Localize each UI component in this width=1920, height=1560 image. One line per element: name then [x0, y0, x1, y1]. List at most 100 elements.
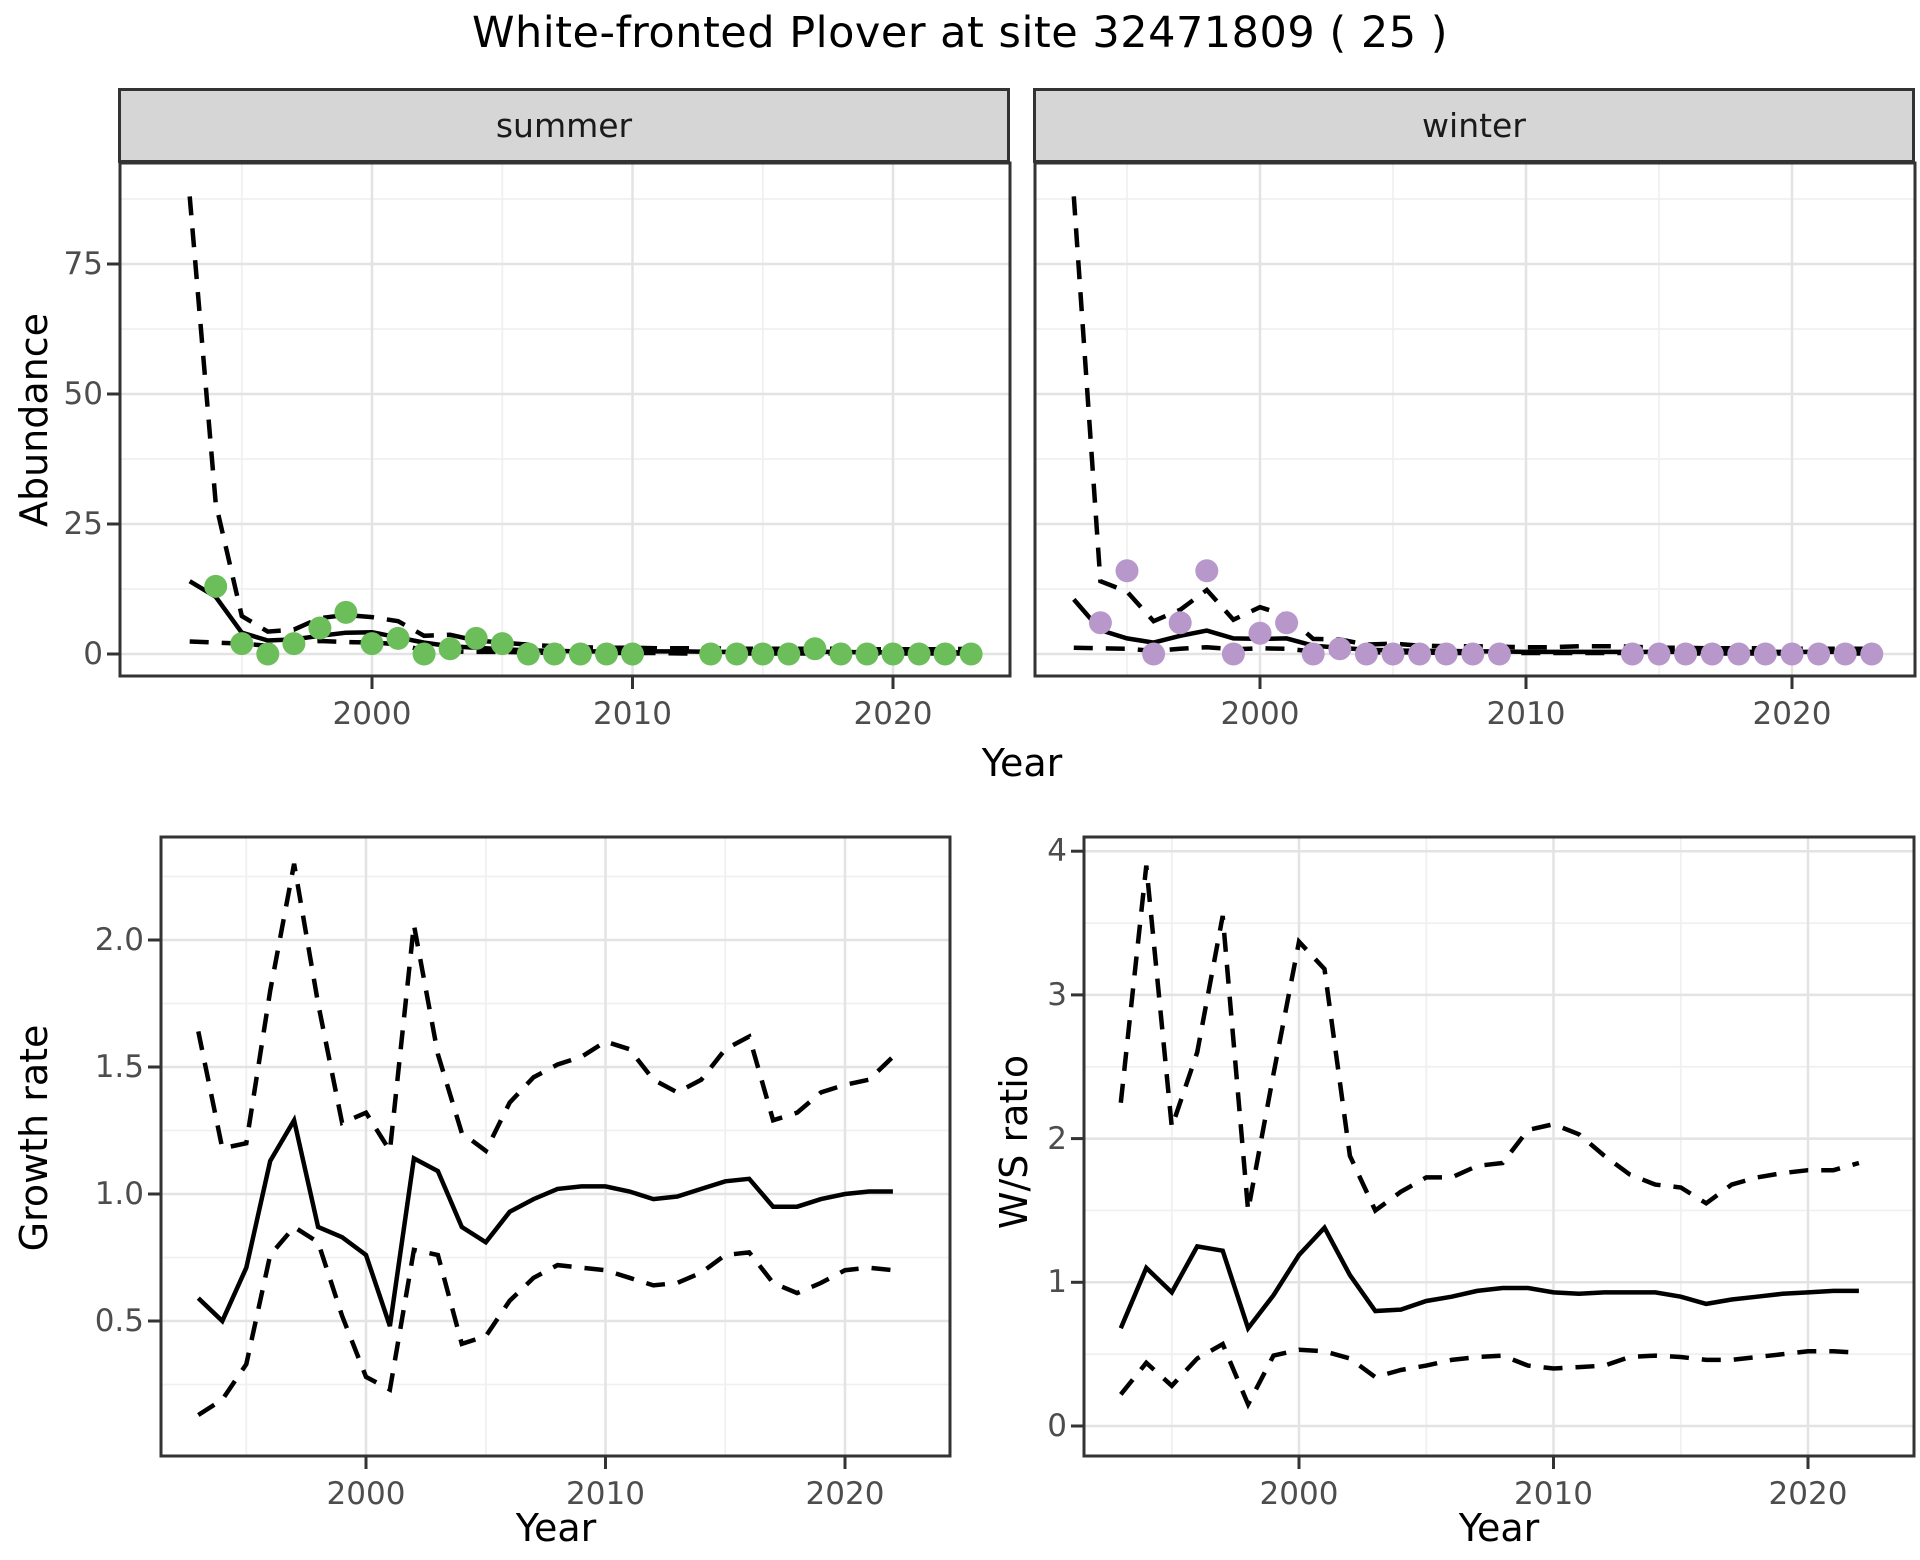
abundance-winter-observed-point — [1088, 611, 1112, 635]
abundance-winter-observed-point — [1461, 642, 1485, 666]
abundance-winter-observed-point — [1647, 642, 1671, 666]
abundance-winter-x-tick-label: 2000 — [1220, 696, 1300, 732]
abundance-summer-y-tick-label: 50 — [63, 376, 103, 412]
abundance-summer-observed-point — [621, 642, 644, 666]
abundance-summer-observed-point — [777, 642, 801, 666]
abundance-summer-observed-point — [490, 632, 514, 656]
panel-growth-rate — [148, 835, 952, 1469]
x-axis-title-year-ws: Year — [1458, 1506, 1540, 1550]
panel-abundance-summer — [107, 161, 1012, 689]
ws-ratio-y-tick-label: 2 — [1047, 1120, 1067, 1157]
y-axis-title-abundance: Abundance — [12, 312, 56, 528]
abundance-summer-observed-point — [855, 642, 879, 666]
abundance-summer-observed-point — [595, 642, 618, 666]
abundance-winter-observed-point — [1674, 642, 1698, 666]
y-axis-title-ws-ratio: W/S ratio — [992, 1054, 1036, 1230]
abundance-winter-observed-point — [1354, 642, 1378, 666]
abundance-summer-observed-point — [386, 626, 410, 650]
abundance-winter-observed-point — [1115, 559, 1139, 583]
x-axis-title-year-top: Year — [981, 741, 1063, 785]
ws-ratio-y-tick-label: 3 — [1047, 976, 1067, 1013]
abundance-summer-observed-point — [334, 600, 358, 624]
facet-label-winter: winter — [1422, 106, 1526, 145]
abundance-summer-observed-point — [542, 642, 566, 666]
abundance-winter-observed-point — [1301, 642, 1325, 666]
facet-label-summer: summer — [495, 106, 633, 145]
abundance-summer-observed-point — [568, 642, 592, 666]
abundance-winter-observed-point — [1487, 642, 1511, 666]
abundance-summer-observed-point — [308, 616, 332, 640]
y-axis-title-growth-rate: Growth rate — [12, 1024, 56, 1252]
abundance-winter-observed-point — [1248, 621, 1272, 645]
growth-rate-x-tick-label: 2000 — [326, 1476, 406, 1512]
abundance-winter-observed-point — [1753, 642, 1777, 666]
facet-strip-summer: summer — [118, 88, 1010, 163]
growth-rate-y-tick-label: 2.0 — [94, 922, 144, 958]
abundance-summer-observed-point — [438, 637, 462, 661]
growth-rate-x-tick-label: 2010 — [566, 1476, 645, 1512]
facet-strip-winter: winter — [1033, 88, 1915, 163]
abundance-summer-observed-point — [516, 642, 540, 666]
abundance-winter-observed-point — [1727, 642, 1751, 666]
abundance-winter-observed-point — [1142, 642, 1166, 666]
ws-ratio-x-tick-label: 2000 — [1259, 1476, 1339, 1512]
panel-abundance-winter — [1033, 161, 1917, 689]
abundance-winter-observed-point — [1408, 642, 1432, 666]
ws-ratio-y-tick-label: 1 — [1047, 1264, 1067, 1301]
growth-rate-panel-border — [159, 835, 952, 1458]
abundance-summer-observed-point — [464, 626, 488, 650]
abundance-summer-observed-point — [360, 632, 384, 656]
abundance-winter-observed-point — [1833, 642, 1857, 666]
abundance-summer-observed-point — [282, 632, 306, 656]
ws-ratio-panel-border — [1082, 835, 1916, 1458]
ws-ratio-x-tick-label: 2020 — [1768, 1476, 1848, 1512]
x-axis-title-year-growth: Year — [515, 1506, 597, 1550]
abundance-winter-observed-point — [1780, 642, 1804, 666]
abundance-summer-observed-point — [829, 642, 853, 666]
abundance-winter-panel-border — [1033, 161, 1917, 678]
panel-ws-ratio — [1071, 835, 1916, 1469]
abundance-summer-observed-point — [933, 642, 957, 666]
abundance-summer-observed-point — [725, 642, 749, 666]
abundance-summer-y-tick-label: 25 — [63, 506, 103, 542]
abundance-summer-observed-point — [256, 642, 280, 666]
abundance-summer-x-tick-label: 2020 — [853, 696, 933, 732]
ws-ratio-fitted-line — [1118, 1223, 1859, 1334]
abundance-winter-observed-point — [1275, 611, 1299, 635]
abundance-winter-observed-point — [1434, 642, 1458, 666]
abundance-summer-panel-border — [118, 161, 1012, 678]
ws-ratio-y-tick-label: 4 — [1047, 833, 1067, 870]
abundance-summer-observed-point — [881, 642, 905, 666]
abundance-summer-observed-point — [803, 637, 827, 661]
abundance-winter-x-tick-label: 2020 — [1752, 696, 1832, 732]
abundance-winter-observed-point — [1620, 642, 1644, 666]
abundance-winter-observed-point — [1807, 642, 1831, 666]
abundance-winter-observed-point — [1195, 559, 1219, 583]
ws-ratio-lower-ci-line — [1119, 1340, 1860, 1410]
abundance-winter-observed-point — [1328, 637, 1352, 661]
abundance-summer-x-tick-label: 2000 — [332, 696, 412, 732]
abundance-summer-observed-point — [907, 642, 931, 666]
growth-rate-y-tick-label: 0.5 — [94, 1303, 144, 1339]
abundance-winter-x-tick-label: 2010 — [1486, 696, 1566, 732]
abundance-summer-x-tick-label: 2010 — [593, 696, 672, 732]
abundance-summer-y-tick-label: 75 — [63, 246, 103, 282]
growth-rate-fitted-line — [196, 1114, 893, 1327]
abundance-winter-observed-point — [1381, 642, 1405, 666]
abundance-summer-observed-point — [699, 642, 723, 666]
ws-ratio-x-tick-label: 2010 — [1514, 1476, 1593, 1512]
abundance-winter-observed-point — [1860, 642, 1884, 666]
abundance-summer-observed-point — [412, 642, 436, 666]
abundance-summer-y-tick-label: 0 — [83, 636, 103, 672]
ws-ratio-y-tick-label: 0 — [1047, 1408, 1067, 1444]
abundance-winter-observed-point — [1221, 642, 1245, 666]
plot-title: White-fronted Plover at site 32471809 ( … — [471, 8, 1449, 58]
growth-rate-y-tick-label: 1.0 — [94, 1176, 144, 1212]
abundance-summer-observed-point — [959, 642, 983, 666]
ws-ratio-upper-ci-line — [1118, 865, 1860, 1214]
abundance-winter-observed-point — [1168, 611, 1192, 635]
growth-rate-upper-ci-line — [196, 863, 895, 1158]
abundance-summer-observed-point — [204, 574, 228, 598]
